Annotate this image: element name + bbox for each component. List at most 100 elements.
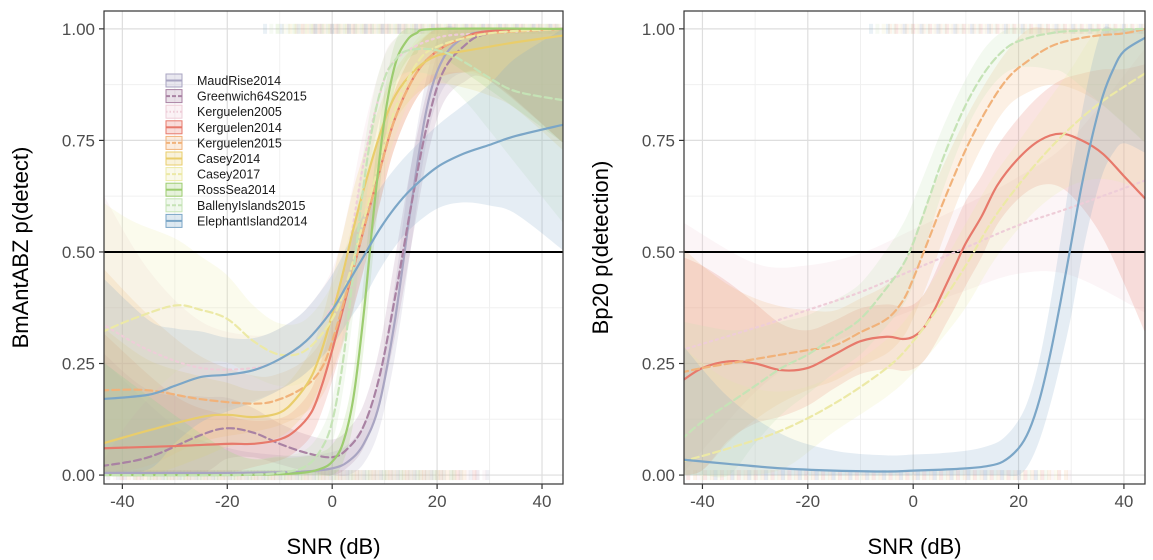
rug-mark	[348, 470, 353, 481]
rug-mark	[1033, 23, 1038, 34]
rug-mark	[382, 23, 387, 34]
rug-mark	[311, 470, 316, 481]
rug-mark	[363, 23, 368, 34]
rug-mark	[696, 470, 701, 481]
legend-label: Casey2017	[197, 168, 260, 182]
rug-mark	[367, 23, 372, 34]
rug-mark	[344, 470, 349, 481]
rug-mark	[302, 23, 307, 34]
rug-mark	[847, 470, 852, 481]
rug-mark	[858, 470, 863, 481]
rug-mark	[909, 470, 914, 481]
rug-mark	[341, 470, 346, 481]
rug-mark	[438, 470, 443, 481]
rug-mark	[331, 470, 336, 481]
rug-mark	[922, 470, 927, 481]
rug-mark	[391, 470, 396, 481]
rug-mark	[900, 23, 905, 34]
rug-mark	[301, 470, 306, 481]
rug-mark	[313, 23, 318, 34]
rug-mark	[418, 23, 423, 34]
rug-mark	[1046, 23, 1051, 34]
rug-mark	[344, 23, 349, 34]
rug-mark	[955, 23, 960, 34]
rug-mark	[365, 470, 370, 481]
rug-mark	[281, 23, 286, 34]
rug-mark	[760, 470, 765, 481]
grid	[104, 11, 563, 484]
rug-mark	[881, 470, 886, 481]
rug-mark	[1119, 23, 1124, 34]
rug-mark	[944, 23, 949, 34]
rug-mark	[972, 23, 977, 34]
rug-mark	[928, 23, 933, 34]
rug-mark	[919, 470, 924, 481]
rug-mark	[1083, 23, 1088, 34]
rug-mark	[861, 470, 866, 481]
rug-mark	[736, 470, 741, 481]
rug-mark	[1067, 470, 1072, 481]
rug-mark	[999, 470, 1004, 481]
rug-mark	[393, 23, 398, 34]
rug-mark	[416, 23, 421, 34]
rug-mark	[414, 23, 419, 34]
rug-mark	[905, 470, 910, 481]
rug-mark	[415, 470, 420, 481]
series-line	[684, 72, 1145, 463]
confidence-band	[684, 64, 1145, 475]
rug-mark	[297, 470, 302, 481]
legend-item: Kerguelen2015	[165, 135, 282, 150]
x-tick-label: 20	[1009, 492, 1028, 511]
rug-mark	[979, 470, 984, 481]
rug-mark	[311, 470, 316, 481]
rug-mark	[402, 470, 407, 481]
rug-mark	[804, 470, 809, 481]
rug-mark	[388, 470, 393, 481]
x-tick-label: -40	[690, 492, 715, 511]
rug-mark	[448, 470, 453, 481]
rug-mark	[378, 470, 383, 481]
rug-mark	[407, 23, 412, 34]
rug-mark	[719, 470, 724, 481]
rug-mark	[287, 470, 292, 481]
rug-mark	[451, 470, 456, 481]
series-line	[104, 27, 563, 467]
series-line	[684, 132, 1145, 381]
rug-mark	[892, 23, 897, 34]
rug-mark	[875, 470, 880, 481]
rug-mark	[368, 470, 373, 481]
rug-mark	[328, 470, 333, 481]
rug-mark	[827, 470, 832, 481]
rug-mark	[1000, 470, 1005, 481]
rug-mark	[475, 470, 480, 481]
x-axis-label: SNR (dB)	[867, 534, 961, 559]
rug-mark	[781, 470, 786, 481]
rug-mark	[854, 470, 859, 481]
y-tick-label: 0.00	[642, 466, 675, 485]
rug-mark	[814, 470, 819, 481]
rug-mark	[370, 23, 375, 34]
x-tick-label: 40	[533, 492, 552, 511]
rug-mark	[1050, 23, 1055, 34]
rug-mark	[747, 470, 752, 481]
rug-mark	[288, 470, 293, 481]
rug-mark	[354, 470, 359, 481]
rug-mark	[398, 470, 403, 481]
rug-mark	[693, 470, 698, 481]
rug-mark	[899, 470, 904, 481]
rug-mark	[397, 23, 402, 34]
rug-mark	[468, 470, 473, 481]
rug-mark	[305, 470, 310, 481]
legend-label: RossSea2014	[197, 183, 276, 197]
rug-mark	[757, 470, 762, 481]
rug-mark	[915, 470, 920, 481]
rug-mark	[388, 470, 393, 481]
rug-mark	[966, 470, 971, 481]
x-tick-label: 0	[327, 492, 336, 511]
rug-mark	[1033, 470, 1038, 481]
rug-mark	[949, 470, 954, 481]
y-tick-label: 0.50	[642, 243, 675, 262]
rug-mark	[374, 470, 379, 481]
rug-mark	[1001, 23, 1006, 34]
rug-mark	[925, 470, 930, 481]
